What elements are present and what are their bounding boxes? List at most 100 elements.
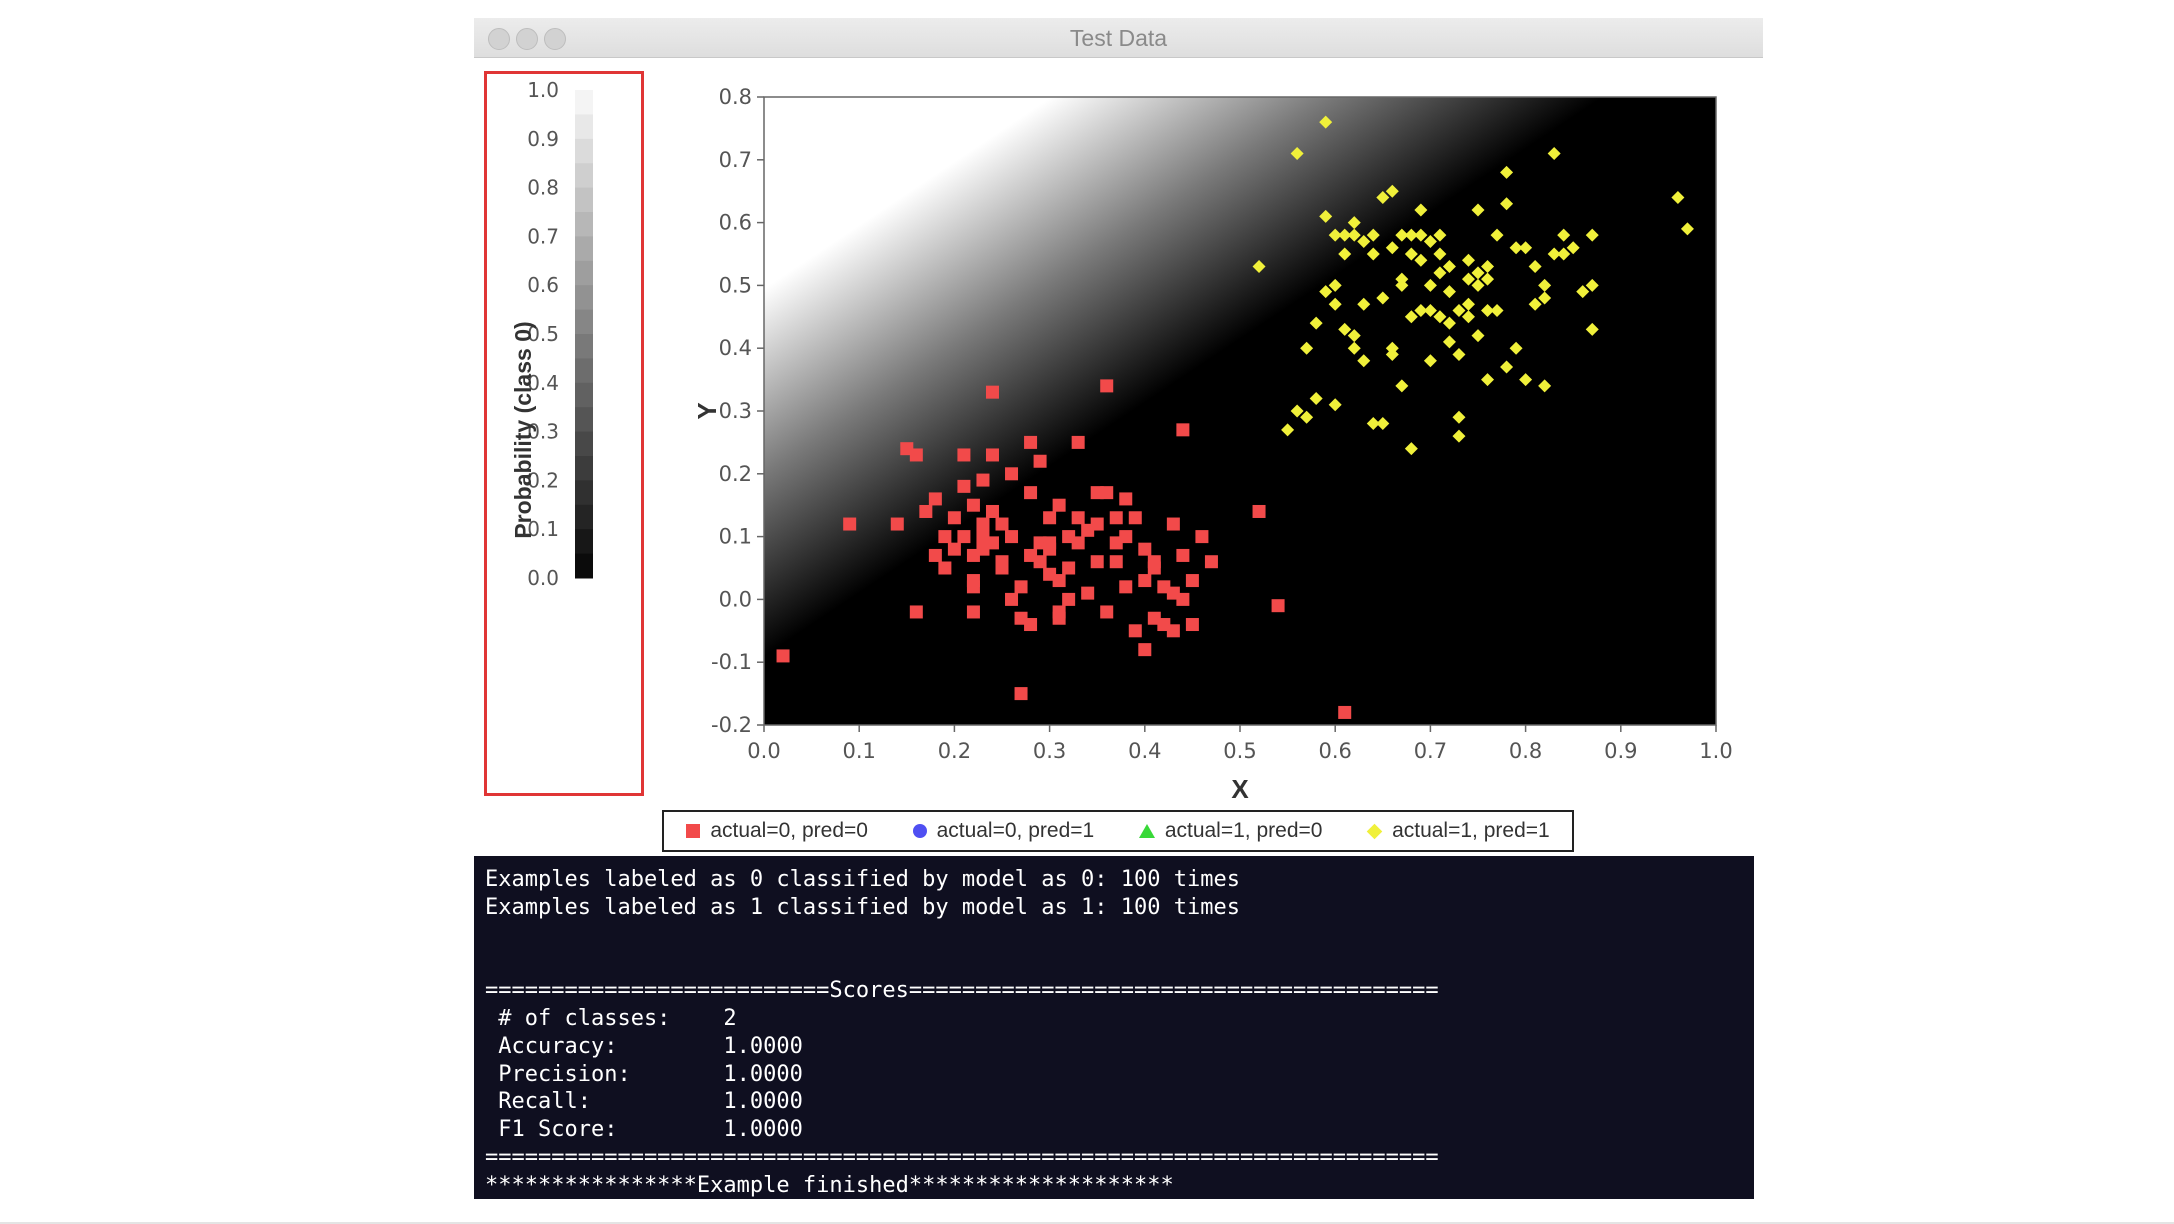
point-actual0-pred0	[976, 517, 990, 531]
y-tick-label: 0.6	[719, 211, 752, 235]
colorbar-cell	[575, 456, 593, 481]
point-actual0-pred0	[1119, 580, 1133, 594]
point-actual1-pred1	[1461, 272, 1475, 286]
colorbar-tick-label: 0.0	[527, 566, 559, 590]
point-actual0-pred0	[957, 479, 971, 493]
x-tick-label: 0.5	[1223, 739, 1256, 763]
point-actual0-pred0	[1100, 605, 1114, 619]
point-actual1-pred1	[1500, 165, 1514, 179]
point-actual1-pred1	[1509, 241, 1523, 255]
point-actual1-pred1	[1528, 297, 1542, 311]
point-actual1-pred1	[1538, 278, 1552, 292]
colorbar-cell	[575, 187, 593, 213]
console-line: ========================================…	[485, 1144, 1439, 1170]
legend-label: actual=0, pred=1	[936, 819, 1095, 842]
point-actual1-pred1	[1452, 347, 1466, 361]
point-actual0-pred0	[1109, 511, 1123, 525]
colorbar-cell	[575, 114, 593, 140]
colorbar-tick-label: 0.8	[527, 176, 559, 200]
y-tick-label: 0.0	[719, 587, 752, 611]
console-line: Precision: 1.0000	[485, 1061, 803, 1087]
point-actual1-pred1	[1281, 423, 1295, 437]
point-actual1-pred1	[1395, 228, 1409, 242]
close-window-button[interactable]	[488, 28, 510, 50]
y-tick-label: 0.7	[719, 148, 752, 172]
point-actual0-pred0	[1090, 517, 1104, 531]
blue-circle-icon	[912, 824, 927, 838]
point-actual1-pred1	[1452, 410, 1466, 424]
console-output[interactable]: Examples labeled as 0 classified by mode…	[474, 856, 1754, 1199]
point-actual1-pred1	[1252, 260, 1266, 274]
point-actual1-pred1	[1347, 228, 1361, 242]
colorbar-cell	[575, 90, 593, 115]
colorbar-cell	[575, 285, 593, 311]
point-actual1-pred1	[1576, 285, 1590, 299]
zoom-window-button[interactable]	[544, 28, 566, 50]
point-actual1-pred1	[1566, 241, 1580, 255]
point-actual1-pred1	[1490, 304, 1504, 318]
colorbar-tick-label: 0.4	[527, 371, 559, 395]
point-actual1-pred1	[1433, 310, 1447, 324]
point-actual0-pred0	[947, 511, 961, 525]
point-actual1-pred1	[1395, 379, 1409, 393]
point-actual0-pred0	[1195, 530, 1209, 544]
point-actual1-pred1	[1481, 373, 1495, 387]
point-actual1-pred1	[1680, 222, 1694, 236]
point-actual0-pred0	[1166, 624, 1180, 638]
colorbar-cell	[575, 382, 593, 408]
colorbar-label: Probability (class 0)	[510, 321, 536, 538]
x-tick-label: 0.8	[1509, 739, 1542, 763]
point-actual0-pred0	[1071, 536, 1085, 550]
green-triangle-icon	[1138, 824, 1155, 838]
point-actual0-pred0	[976, 473, 990, 487]
colorbar-cell	[575, 480, 593, 506]
colorbar-cell	[575, 334, 593, 359]
point-actual1-pred1	[1395, 278, 1409, 292]
point-actual1-pred1	[1471, 266, 1485, 280]
point-actual0-pred0	[890, 517, 904, 531]
console-line: Accuracy: 1.0000	[485, 1033, 803, 1059]
point-actual0-pred0	[1005, 592, 1019, 606]
y-tick-label: 0.2	[719, 462, 752, 486]
point-actual1-pred1	[1442, 260, 1456, 274]
point-actual1-pred1	[1423, 354, 1437, 368]
point-actual1-pred1	[1309, 391, 1323, 405]
point-actual1-pred1	[1357, 234, 1371, 248]
point-actual1-pred1	[1585, 322, 1599, 336]
point-actual0-pred0	[1185, 618, 1199, 632]
point-actual0-pred0	[1109, 555, 1123, 569]
point-actual1-pred1	[1423, 304, 1437, 318]
legend-label: actual=0, pred=0	[710, 819, 868, 842]
minimize-window-button[interactable]	[516, 28, 538, 50]
point-actual1-pred1	[1404, 442, 1418, 456]
point-actual1-pred1	[1452, 429, 1466, 443]
point-actual1-pred1	[1309, 316, 1323, 330]
x-tick-label: 1.0	[1699, 739, 1732, 763]
colorbar-tick-label: 0.1	[527, 517, 559, 541]
colorbar-cell	[575, 553, 593, 579]
x-tick-label: 0.7	[1414, 739, 1447, 763]
point-actual0-pred0	[966, 605, 980, 619]
point-actual0-pred0	[1062, 592, 1076, 606]
point-actual1-pred1	[1290, 147, 1304, 161]
point-actual0-pred0	[985, 448, 999, 462]
point-actual0-pred0	[1014, 580, 1028, 594]
colorbar-cell	[575, 236, 593, 262]
point-actual0-pred0	[1204, 555, 1218, 569]
point-actual1-pred1	[1376, 417, 1390, 431]
point-actual0-pred0	[957, 448, 971, 462]
point-actual1-pred1	[1442, 316, 1456, 330]
point-actual0-pred0	[1176, 423, 1190, 437]
legend-item-actual1-pred0: actual=1, pred=0	[1138, 819, 1322, 843]
point-actual0-pred0	[1024, 618, 1038, 632]
point-actual1-pred1	[1433, 247, 1447, 261]
point-actual0-pred0	[919, 504, 933, 518]
chart-legend: actual=0, pred=0 actual=0, pred=1 actual…	[662, 810, 1574, 852]
point-actual1-pred1	[1433, 228, 1447, 242]
x-axis-label: X	[1231, 774, 1249, 804]
y-tick-label: -0.1	[711, 650, 752, 674]
point-actual0-pred0	[1119, 530, 1133, 544]
point-actual0-pred0	[928, 548, 942, 562]
colorbar: 1.0 0.9 0.8 0.7 0.6 0.5 0.4 0.3 0.2 0.1 0.0 Probab…	[510, 78, 593, 590]
point-actual1-pred1	[1481, 304, 1495, 318]
